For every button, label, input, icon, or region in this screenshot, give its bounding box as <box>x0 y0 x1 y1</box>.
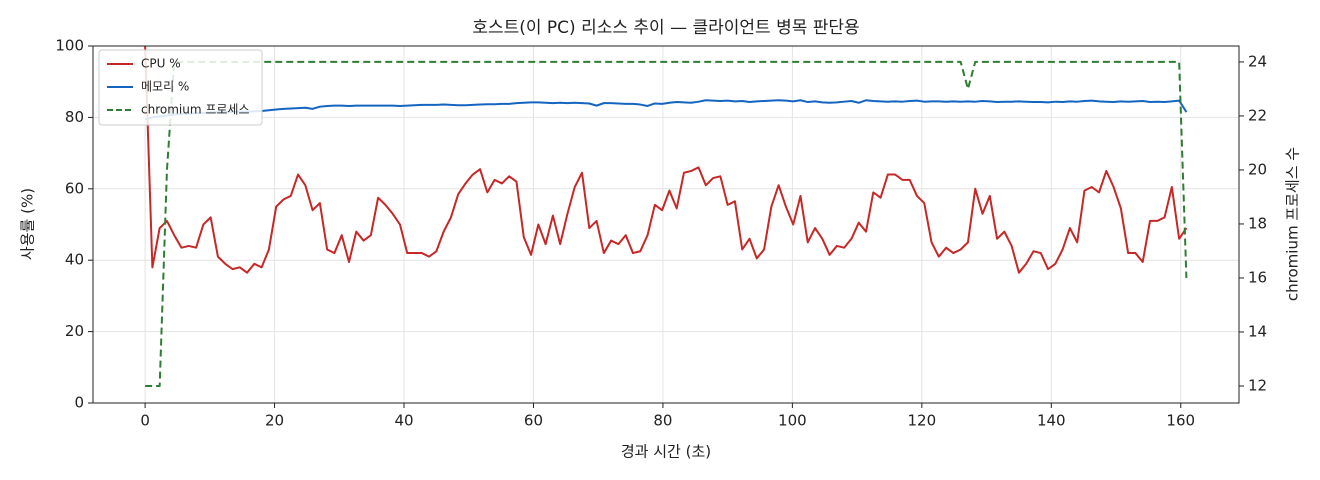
x-tick-label: 100 <box>778 412 807 430</box>
x-tick-label: 140 <box>1037 412 1066 430</box>
legend-box <box>98 49 263 126</box>
y-tick-label: 60 <box>65 179 84 197</box>
series-line <box>144 45 1188 274</box>
series-line <box>145 60 1188 387</box>
legend: CPU % 메모리 % chromium 프로세스 <box>98 49 263 126</box>
x-tick-label: 160 <box>1166 412 1195 430</box>
legend-label: 메모리 % <box>141 80 189 94</box>
series-line <box>144 99 1188 121</box>
y-axis-label: 사용률 (%) <box>19 188 37 260</box>
x-tick-label: 20 <box>265 412 284 430</box>
y2-tick-label: 22 <box>1248 106 1267 124</box>
x-tick-label: 80 <box>653 412 672 430</box>
x-tick-label: 120 <box>908 412 937 430</box>
y2-tick-label: 20 <box>1248 160 1267 178</box>
legend-label: CPU % <box>141 57 181 71</box>
y-tick-label: 0 <box>74 394 84 412</box>
axes: 0 20 40 60 80 100 120 140 160 0 20 40 60 80 100 12 14 16 1… <box>55 37 1267 430</box>
y2-tick-label: 12 <box>1248 376 1267 394</box>
y2-tick-label: 14 <box>1248 322 1267 340</box>
legend-label: chromium 프로세스 <box>141 103 250 117</box>
y2-tick-label: 24 <box>1248 52 1267 70</box>
y-tick-label: 40 <box>65 251 84 269</box>
plot-frame <box>92 45 1240 404</box>
y-tick-label: 100 <box>55 37 84 55</box>
x-tick-label: 40 <box>394 412 413 430</box>
y-tick-label: 20 <box>65 322 84 340</box>
y-tick-label: 80 <box>65 108 84 126</box>
plot-area <box>144 45 1188 387</box>
y2-tick-label: 16 <box>1248 268 1267 286</box>
chart-title: 호스트(이 PC) 리소스 추이 — 클라이언트 병목 판단용 <box>472 18 859 38</box>
x-axis-label: 경과 시간 (초) <box>621 443 711 461</box>
grid <box>93 45 1239 404</box>
x-tick-label: 0 <box>140 412 150 430</box>
y2-tick-label: 18 <box>1248 214 1267 232</box>
y2-axis-label: chromium 프로세스 수 <box>1284 147 1302 301</box>
x-tick-label: 60 <box>524 412 543 430</box>
